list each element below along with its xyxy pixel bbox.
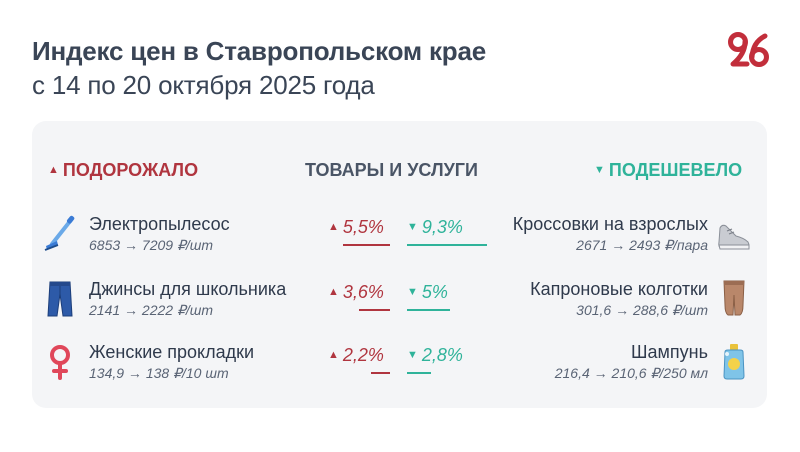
- up-item-price: 6853 → 7209 ₽/шт: [89, 237, 214, 253]
- up-percent: ▲ 2,2%: [328, 345, 384, 366]
- up-bar: [359, 309, 390, 311]
- down-bar: [407, 309, 450, 311]
- down-triangle-icon: ▼: [594, 164, 605, 176]
- page-subtitle: с 14 по 20 октября 2025 года: [32, 70, 375, 100]
- logo-26-icon: [728, 32, 769, 67]
- page-title: Индекс цен в Ставропольском крае: [32, 36, 486, 66]
- price-row: Электропылесос 6853 → 7209 ₽/шт ▲ 5,5% ▼ 9…: [0, 214, 800, 264]
- column-header-up-label: ПОДОРОЖАЛО: [62, 160, 199, 180]
- price-row: Джинсы для школьника 2141 → 2222 ₽/шт ▲ 3…: [0, 279, 800, 329]
- down-triangle-icon: ▼: [407, 221, 418, 233]
- female-sign-icon: [50, 345, 70, 380]
- down-item-name: Капроновые колготки: [530, 279, 708, 299]
- down-item-price: 2671 → 2493 ₽/пара: [576, 237, 708, 253]
- down-item-name: Шампунь: [631, 342, 708, 362]
- up-percent: ▲ 5,5%: [328, 217, 384, 238]
- down-item-price: 216,4 → 210,6 ₽/250 мл: [554, 365, 708, 381]
- down-percent: ▼ 9,3%: [407, 217, 463, 238]
- column-header-down: ▼ ПОДЕШЕВЕЛО: [594, 160, 742, 181]
- up-item-name: Электропылесос: [89, 214, 230, 234]
- price-index-card: [32, 121, 767, 408]
- up-item-price: 134,9 → 138 ₽/10 шт: [89, 365, 229, 381]
- up-triangle-icon: ▲: [48, 164, 59, 176]
- jeans-icon: [47, 281, 73, 317]
- up-bar: [371, 372, 390, 374]
- vacuum-cleaner-icon: [44, 215, 75, 251]
- up-triangle-icon: ▲: [328, 221, 339, 233]
- up-triangle-icon: ▲: [328, 349, 339, 361]
- up-item-name: Женские прокладки: [89, 342, 255, 362]
- shampoo-icon: [723, 344, 745, 380]
- sneaker-icon: [718, 224, 750, 250]
- tights-icon: [723, 280, 745, 316]
- up-triangle-icon: ▲: [328, 286, 339, 298]
- down-item-price: 301,6 → 288,6 ₽/шт: [576, 302, 708, 318]
- up-item-price: 2141 → 2222 ₽/шт: [89, 302, 214, 318]
- column-header-down-label: ПОДЕШЕВЕЛО: [608, 160, 743, 180]
- up-percent-value: 5,5%: [342, 217, 384, 237]
- down-percent: ▼ 5%: [407, 282, 448, 303]
- up-percent-value: 3,6%: [342, 282, 384, 302]
- down-percent: ▼ 2,8%: [407, 345, 463, 366]
- up-item-name: Джинсы для школьника: [89, 279, 287, 299]
- down-bar: [407, 244, 487, 246]
- up-percent: ▲ 3,6%: [328, 282, 384, 303]
- down-bar: [407, 372, 431, 374]
- column-header-up: ▲ ПОДОРОЖАЛО: [48, 160, 198, 181]
- down-percent-value: 5%: [421, 282, 448, 302]
- price-row: Женские прокладки 134,9 → 138 ₽/10 шт ▲ 2…: [0, 342, 800, 392]
- down-item-name: Кроссовки на взрослых: [512, 214, 708, 234]
- down-percent-value: 2,8%: [421, 345, 463, 365]
- up-percent-value: 2,2%: [342, 345, 384, 365]
- down-percent-value: 9,3%: [421, 217, 463, 237]
- down-triangle-icon: ▼: [407, 286, 418, 298]
- down-triangle-icon: ▼: [407, 349, 418, 361]
- up-bar: [343, 244, 390, 246]
- column-header-middle: ТОВАРЫ И УСЛУГИ: [305, 160, 478, 180]
